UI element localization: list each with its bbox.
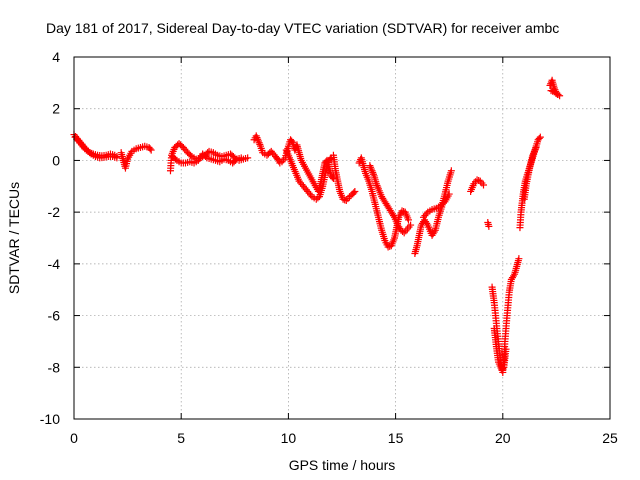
data-point-plus-marker: [253, 134, 261, 142]
data-point-plus-marker: [255, 139, 263, 147]
data-point-plus-marker: [201, 153, 209, 161]
data-point-plus-marker: [485, 222, 493, 230]
data-point-plus-marker: [339, 195, 347, 203]
data-point-plus-marker: [480, 181, 488, 189]
y-tick-label: -2: [48, 204, 61, 220]
data-point-plus-marker: [399, 228, 407, 236]
data-point-plus-marker: [237, 154, 245, 162]
data-point-plus-marker: [86, 149, 94, 157]
y-tick-label: -10: [40, 411, 60, 427]
x-tick-label: 10: [281, 430, 297, 446]
data-point-plus-marker: [369, 168, 377, 176]
data-point-plus-marker: [341, 196, 349, 204]
data-points: [70, 76, 564, 376]
data-point-plus-marker: [510, 272, 518, 280]
data-point-plus-marker: [372, 180, 380, 188]
data-point-plus-marker: [473, 176, 481, 184]
data-point-plus-marker: [171, 155, 179, 163]
data-point-plus-marker: [502, 345, 510, 353]
y-tick-label: -8: [48, 359, 61, 375]
data-point-plus-marker: [398, 207, 406, 215]
data-point-plus-marker: [113, 154, 121, 162]
y-tick-label: -4: [48, 256, 61, 272]
data-point-plus-marker: [445, 190, 453, 198]
x-axis-label: GPS time / hours: [289, 457, 396, 473]
data-point-plus-marker: [229, 153, 237, 161]
y-tick-label: 4: [52, 49, 60, 65]
data-point-plus-marker: [532, 144, 540, 151]
data-point-plus-marker: [552, 89, 560, 97]
data-point-plus-marker: [499, 365, 507, 373]
data-point-plus-marker: [350, 189, 358, 197]
y-axis-label: SDTVAR / TECUs: [6, 182, 22, 294]
data-point-plus-marker: [232, 156, 240, 164]
x-tick-label: 0: [70, 430, 78, 446]
data-point-plus-marker: [515, 255, 523, 263]
x-tick-label: 25: [602, 430, 618, 446]
data-point-plus-marker: [367, 163, 375, 171]
plot-frame: [73, 56, 611, 420]
x-tick-label: 20: [495, 430, 511, 446]
data-point-plus-marker: [366, 162, 374, 170]
data-point-plus-marker: [367, 165, 375, 173]
data-point-plus-marker: [422, 210, 430, 218]
data-point-plus-marker: [384, 243, 392, 251]
data-point-plus-marker: [244, 154, 252, 162]
data-point-plus-marker: [254, 137, 262, 145]
data-point-plus-marker: [447, 167, 455, 175]
x-tick-label: 5: [177, 430, 185, 446]
x-tick-label: 15: [388, 430, 404, 446]
chart-title: Day 181 of 2017, Sidereal Day-to-day VTE…: [46, 20, 559, 36]
grid-lines: [74, 57, 610, 419]
data-point-plus-marker: [535, 134, 543, 142]
data-point-plus-marker: [369, 170, 377, 178]
data-point-plus-marker: [404, 216, 412, 224]
data-point-plus-marker: [256, 140, 264, 148]
y-tick-label: -6: [48, 308, 61, 324]
data-point-plus-marker: [536, 133, 544, 141]
data-point-plus-marker: [368, 167, 376, 175]
y-tick-label: 0: [52, 152, 60, 168]
data-point-plus-marker: [547, 87, 555, 95]
y-tick-label: 2: [52, 101, 60, 117]
data-point-plus-marker: [553, 90, 561, 98]
data-point-plus-marker: [146, 145, 154, 153]
data-point-plus-marker: [373, 181, 381, 189]
data-point-plus-marker: [351, 187, 359, 195]
data-point-plus-marker: [307, 191, 315, 199]
data-point-plus-marker: [254, 135, 262, 143]
data-point-plus-marker: [407, 221, 415, 229]
data-point-plus-marker: [423, 219, 431, 227]
data-point-plus-marker: [374, 183, 382, 191]
data-point-plus-marker: [430, 228, 438, 236]
data-point-plus-marker: [389, 212, 397, 220]
data-point-plus-marker: [288, 137, 296, 145]
data-point-plus-marker: [147, 146, 155, 154]
data-point-plus-marker: [186, 151, 194, 159]
data-point-plus-marker: [252, 132, 260, 140]
